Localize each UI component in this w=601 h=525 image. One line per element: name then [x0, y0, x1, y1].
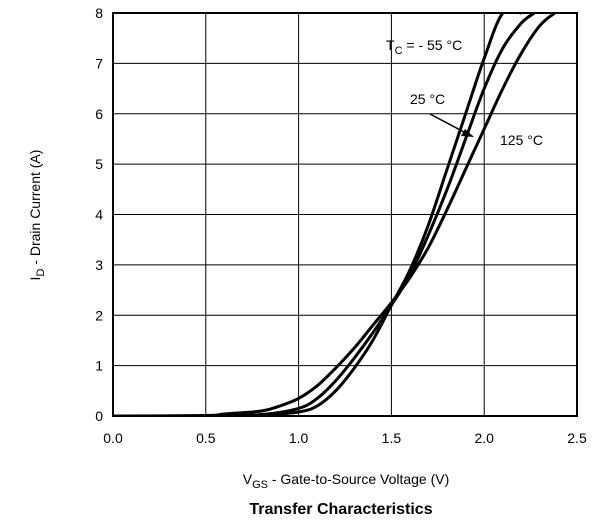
- curve-tc-25: [113, 13, 536, 416]
- y-tick-label: 7: [95, 55, 103, 71]
- x-tick-label: 2.5: [567, 430, 587, 446]
- x-tick-label: 2.0: [474, 430, 494, 446]
- tc-125-label: 125 °C: [500, 132, 543, 148]
- y-tick-label: 5: [95, 156, 103, 172]
- y-tick-label: 4: [95, 207, 103, 223]
- tc-25-label: 25 °C: [410, 91, 445, 107]
- curve-tc-minus-55: [113, 13, 522, 416]
- x-tick-label: 0.5: [196, 430, 216, 446]
- y-tick-label: 0: [95, 408, 103, 424]
- y-tick-label: 2: [95, 307, 103, 323]
- y-tick-labels: 0 1 2 3 4 5 6 7 8: [95, 5, 103, 424]
- y-tick-label: 6: [95, 106, 103, 122]
- tc-25-arrowhead: [461, 129, 474, 137]
- grid: [113, 13, 577, 416]
- tc-25-arrow-line: [429, 113, 465, 133]
- chart-title: Transfer Characteristics: [249, 501, 432, 518]
- y-axis-label: ID - Drain Current (A): [27, 150, 47, 281]
- curves: [113, 13, 556, 416]
- y-tick-label: 3: [95, 257, 103, 273]
- x-tick-label: 1.5: [382, 430, 402, 446]
- x-tick-label: 0.0: [103, 430, 123, 446]
- y-tick-label: 8: [95, 5, 103, 21]
- x-tick-label: 1.0: [289, 430, 309, 446]
- x-tick-labels: 0.0 0.5 1.0 1.5 2.0 2.5: [103, 430, 587, 446]
- curve-tc-125: [113, 13, 556, 416]
- tc-55-label: TC = - 55 °C: [386, 37, 462, 57]
- annotations: TC = - 55 °C 25 °C 125 °C: [386, 37, 543, 148]
- x-axis-label: VGS - Gate-to-Source Voltage (V): [243, 471, 450, 491]
- y-tick-label: 1: [95, 358, 103, 374]
- plot-frame: [112, 12, 578, 417]
